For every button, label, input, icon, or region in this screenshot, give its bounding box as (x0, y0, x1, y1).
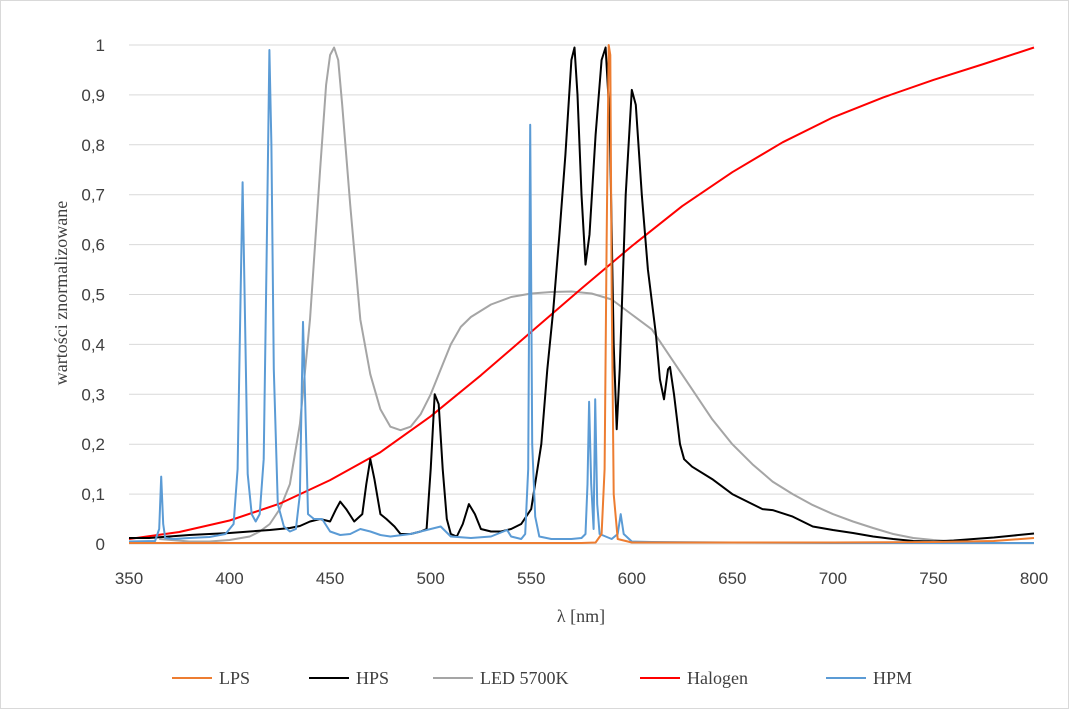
legend: LPS HPS LED 5700K Halogen HPM (172, 668, 912, 688)
y-axis-title: wartości znormalizowane (51, 201, 71, 385)
y-tick-label: 0,6 (81, 236, 105, 255)
x-tick-labels: 350 400 450 500 550 600 650 700 750 800 (115, 569, 1048, 588)
y-tick-label: 0,2 (81, 435, 105, 454)
x-tick-label: 400 (215, 569, 243, 588)
y-tick-label: 0 (96, 535, 105, 554)
y-tick-label: 0,4 (81, 335, 105, 354)
x-tick-label: 750 (919, 569, 947, 588)
legend-label: HPS (356, 668, 389, 688)
y-tick-labels: 0 0,1 0,2 0,3 0,4 0,5 0,6 0,7 0,8 0,9 1 (81, 36, 105, 554)
x-tick-label: 650 (718, 569, 746, 588)
x-axis-title: λ [nm] (557, 606, 605, 626)
grid-lines (129, 44, 1034, 545)
y-tick-label: 0,8 (81, 136, 105, 155)
y-tick-label: 0,5 (81, 286, 105, 305)
x-tick-label: 700 (819, 569, 847, 588)
y-tick-label: 0,9 (81, 86, 105, 105)
series-line-hps (129, 46, 1035, 543)
y-tick-label: 0,1 (81, 485, 105, 504)
x-tick-label: 350 (115, 569, 143, 588)
x-tick-label: 550 (517, 569, 545, 588)
x-tick-label: 450 (316, 569, 344, 588)
y-tick-label: 0,7 (81, 186, 105, 205)
series-lines (128, 44, 1035, 544)
legend-label: LED 5700K (480, 668, 569, 688)
series-line-lps (129, 44, 1035, 544)
legend-label: HPM (873, 668, 912, 688)
legend-label: Halogen (687, 668, 748, 688)
x-tick-label: 500 (416, 569, 444, 588)
legend-label: LPS (219, 668, 250, 688)
y-tick-label: 0,3 (81, 385, 105, 404)
x-tick-label: 600 (618, 569, 646, 588)
y-tick-label: 1 (96, 36, 105, 55)
series-line-hpm (128, 49, 1034, 544)
x-tick-label: 800 (1020, 569, 1048, 588)
series-line-halogen (128, 46, 1035, 540)
